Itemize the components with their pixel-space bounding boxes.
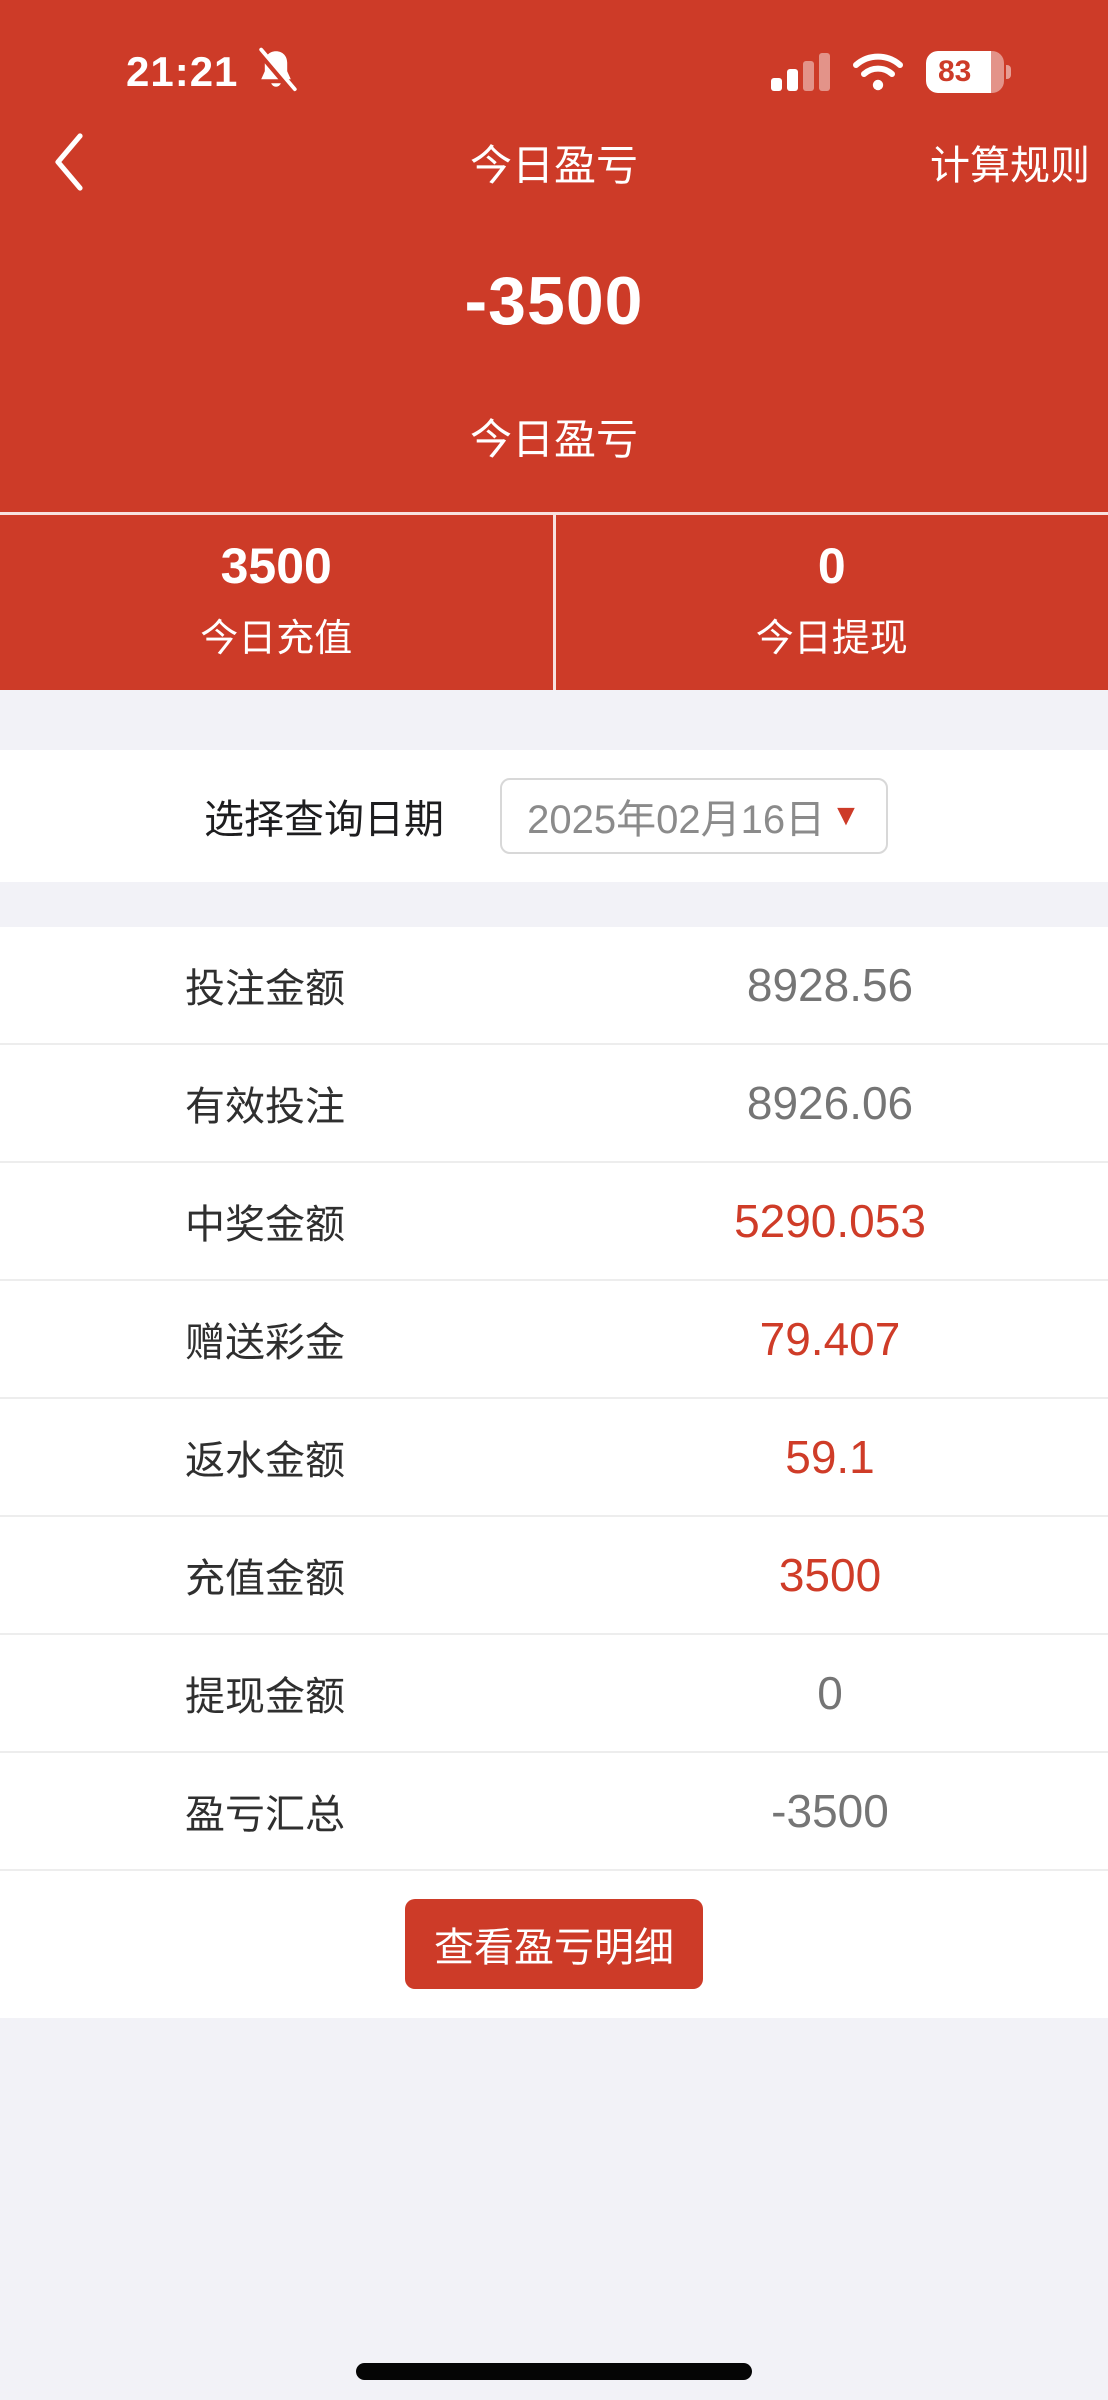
table-row-valid-bet: 有效投注 8926.06 <box>0 1045 1108 1163</box>
battery-icon: 83 <box>926 51 1012 93</box>
bell-slash-icon <box>252 46 300 98</box>
row-label: 有效投注 <box>185 1085 345 1129</box>
cellular-signal-icon <box>771 53 830 91</box>
date-picker-select[interactable]: 2025年02月16日 ▼ <box>500 778 888 854</box>
table-row-bonus: 赠送彩金 79.407 <box>0 1281 1108 1399</box>
row-label: 提现金额 <box>185 1675 345 1719</box>
table-row-rebate: 返水金额 59.1 <box>0 1399 1108 1517</box>
today-withdraw-value: 0 <box>817 538 846 594</box>
today-profit-loss-value: -3500 <box>464 263 644 339</box>
status-time: 21:21 <box>126 48 239 95</box>
table-row-deposit: 充值金额 3500 <box>0 1517 1108 1635</box>
date-picker-value: 2025年02月16日 <box>527 798 826 842</box>
row-label: 赠送彩金 <box>185 1321 345 1365</box>
table-row-profit-summary: 盈亏汇总 -3500 <box>0 1753 1108 1871</box>
today-deposit-cell: 3500 今日充值 <box>0 515 553 690</box>
button-row: 查看盈亏明细 <box>0 1871 1108 2018</box>
wifi-icon <box>852 52 904 92</box>
battery-percent: 83 <box>938 55 972 88</box>
row-label: 返水金额 <box>185 1439 345 1483</box>
spacer <box>0 690 1108 750</box>
row-value: 5290.053 <box>734 1195 926 1247</box>
caret-down-icon: ▼ <box>831 799 861 832</box>
date-picker-label: 选择查询日期 <box>204 798 444 842</box>
table-row-withdraw: 提现金额 0 <box>0 1635 1108 1753</box>
back-button[interactable] <box>52 110 86 214</box>
row-value: 79.407 <box>759 1313 901 1365</box>
footer-area <box>0 2018 1108 2400</box>
row-label: 盈亏汇总 <box>185 1793 345 1837</box>
today-deposit-label: 今日充值 <box>200 618 353 660</box>
row-value: 0 <box>817 1667 843 1719</box>
hero-header: 21:21 <box>0 0 1108 512</box>
table-row-bet-amount: 投注金额 8928.56 <box>0 927 1108 1045</box>
nav-bar: 今日盈亏 计算规则 <box>0 110 1108 214</box>
row-value: 8928.56 <box>746 959 914 1011</box>
calc-rules-link[interactable]: 计算规则 <box>930 144 1090 188</box>
row-label: 中奖金额 <box>185 1203 345 1247</box>
today-withdraw-cell: 0 今日提现 <box>552 515 1108 690</box>
today-profit-loss-label: 今日盈亏 <box>469 416 638 463</box>
chevron-left-icon <box>52 132 86 192</box>
today-deposit-value: 3500 <box>220 538 332 594</box>
summary-band: 3500 今日充值 0 今日提现 <box>0 512 1108 690</box>
table-row-winnings: 中奖金额 5290.053 <box>0 1163 1108 1281</box>
home-indicator[interactable] <box>356 2363 752 2380</box>
spacer <box>0 882 1108 927</box>
row-value: 59.1 <box>785 1431 875 1483</box>
today-withdraw-label: 今日提现 <box>755 618 908 660</box>
row-value: -3500 <box>771 1785 889 1837</box>
row-value: 3500 <box>778 1549 882 1601</box>
status-bar: 21:21 <box>0 0 1108 110</box>
view-profit-detail-button[interactable]: 查看盈亏明细 <box>405 1899 703 1989</box>
date-picker-row: 选择查询日期 2025年02月16日 ▼ <box>0 750 1108 882</box>
row-label: 投注金额 <box>185 967 345 1011</box>
row-value: 8926.06 <box>746 1077 914 1129</box>
page-title: 今日盈亏 <box>469 141 638 189</box>
row-label: 充值金额 <box>185 1557 345 1601</box>
amounts-table: 投注金额 8928.56 有效投注 8926.06 中奖金额 5290.053 … <box>0 927 1108 2018</box>
